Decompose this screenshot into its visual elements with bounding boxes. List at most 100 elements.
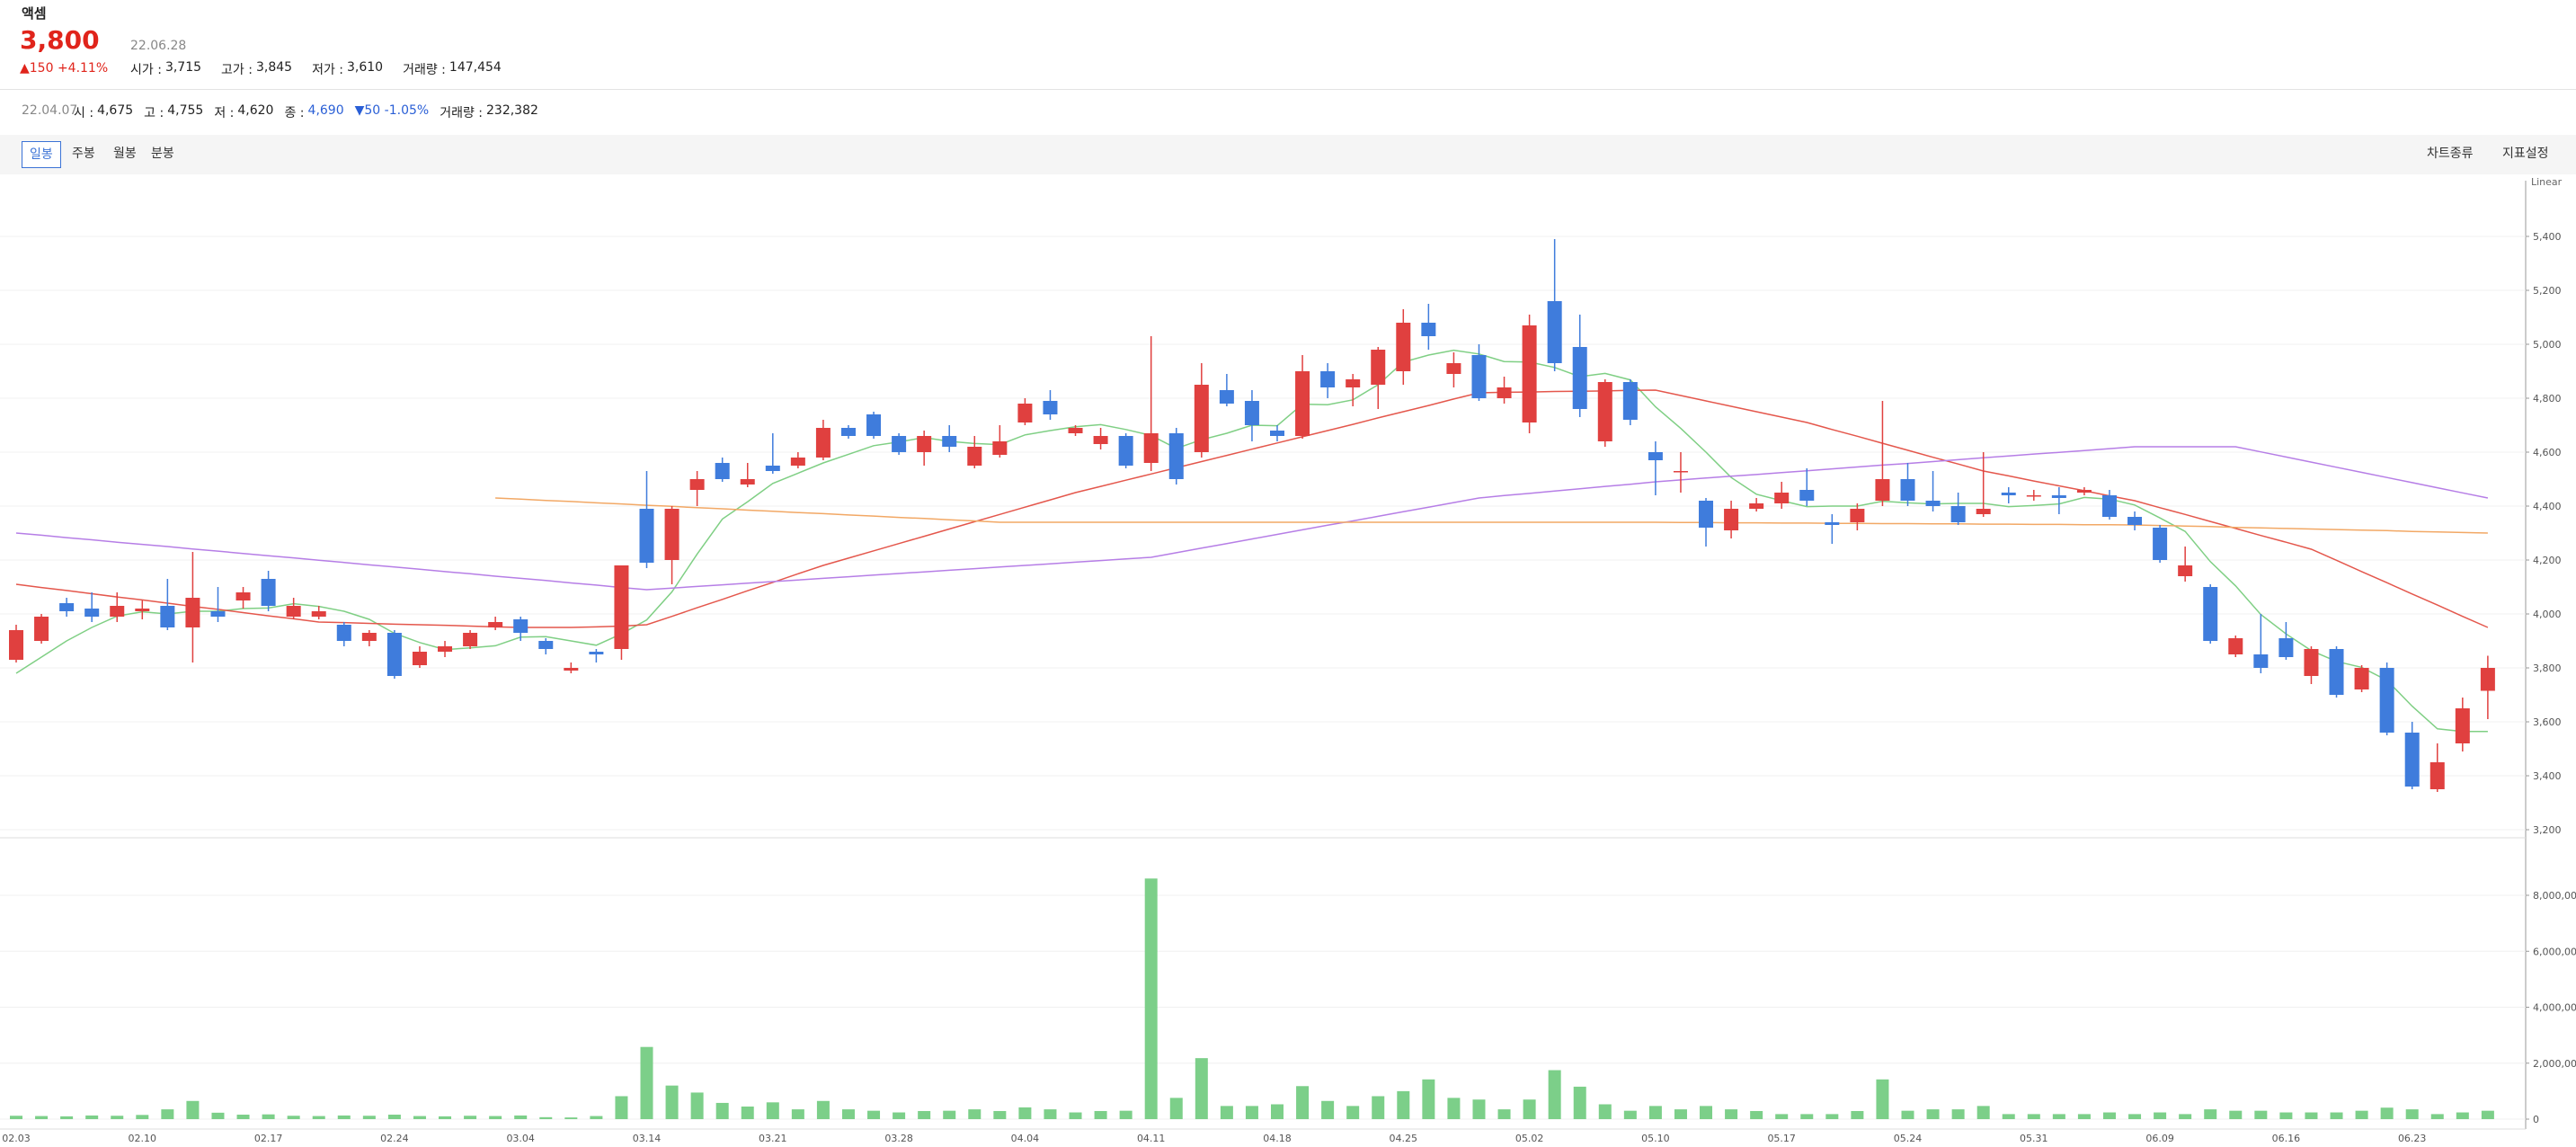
cursor-label: 시 :: [74, 106, 94, 120]
y-tick-label: 2,000,000: [2533, 1058, 2576, 1070]
quote-label: 저가 :: [312, 63, 343, 77]
volume-bar: [186, 1100, 200, 1119]
volume-bar: [2204, 1109, 2217, 1119]
volume-bar: [741, 1106, 754, 1119]
volume-bar: [2154, 1112, 2167, 1119]
period-tab[interactable]: 일봉: [22, 141, 61, 168]
candle-body: [740, 479, 755, 485]
candle-body: [992, 441, 1008, 455]
volume-bar: [2330, 1112, 2343, 1119]
volume-bar: [337, 1115, 351, 1119]
candle-body: [1471, 355, 1487, 398]
quote-item: 고가 :3,845: [221, 60, 292, 78]
volume-bar: [993, 1110, 1007, 1119]
candle-body: [538, 641, 554, 649]
cursor-value: 4,755: [167, 103, 204, 118]
volume-bar: [287, 1116, 300, 1119]
candle-body: [2001, 493, 2016, 495]
candle-body: [664, 509, 680, 560]
volume-bar: [2355, 1110, 2368, 1119]
cursor-date: 22.04.07: [22, 103, 78, 118]
x-tick-label: 06.16: [2272, 1133, 2301, 1144]
cursor-item: 저 :4,620: [214, 103, 273, 121]
candle-body: [564, 668, 579, 671]
volume-bar: [2254, 1110, 2268, 1119]
candle-body: [1976, 509, 1991, 514]
cursor-value: 4,690: [307, 103, 344, 118]
candle-body: [1875, 479, 1890, 501]
volume-bar: [1573, 1086, 1586, 1119]
candle-body: [815, 428, 831, 458]
volume-bar: [1372, 1096, 1385, 1119]
divider: [0, 89, 2576, 90]
price: 3,800: [20, 25, 100, 55]
period-tab[interactable]: 주봉: [72, 147, 95, 161]
volume-bar: [690, 1092, 704, 1119]
volume-bar: [1422, 1079, 1435, 1119]
volume-bar: [1700, 1106, 1713, 1119]
cursor-value: 4,620: [237, 103, 274, 118]
candle-body: [463, 633, 478, 646]
candle-body: [1270, 431, 1284, 436]
cursor-label: 저 :: [214, 106, 235, 120]
candle-body: [1295, 371, 1310, 436]
candle-body: [286, 606, 301, 617]
candle-body: [438, 646, 453, 652]
volume-bar: [2456, 1112, 2469, 1119]
candle-body: [1950, 506, 1966, 522]
x-tick-label: 04.04: [1011, 1133, 1040, 1144]
volume-bar: [211, 1112, 225, 1119]
setting-tab[interactable]: 차트종류: [2427, 147, 2474, 161]
y-tick-label: 4,000,000: [2533, 1002, 2576, 1014]
volume-bar: [1951, 1109, 1965, 1119]
x-tick-label: 03.21: [759, 1133, 787, 1144]
volume-bar: [841, 1109, 855, 1119]
y-tick-label: 4,200: [2533, 555, 2562, 566]
cursor-item: 거래량 :232,382: [440, 103, 538, 121]
y-tick-label: 4,800: [2533, 393, 2562, 405]
period-tab[interactable]: 월봉: [113, 147, 137, 161]
volume-bar: [564, 1117, 578, 1119]
candle-body: [210, 611, 226, 617]
period-tab[interactable]: 분봉: [151, 147, 174, 161]
cursor-item: 고 :4,755: [144, 103, 203, 121]
quote-item: 거래량 :147,454: [403, 60, 502, 78]
candle-body: [336, 625, 351, 641]
volume-bar: [893, 1112, 906, 1119]
candle-body: [1799, 490, 1815, 501]
candle-body: [689, 479, 705, 490]
volume-bar: [1901, 1110, 1914, 1119]
quote-row: 시가 :3,715 고가 :3,845 저가 : 3,610 거래량 :147,454: [130, 60, 502, 78]
candle-body: [1699, 501, 1714, 528]
volume-bar: [1044, 1109, 1057, 1119]
candle-body: [1774, 493, 1790, 503]
candle-body: [2026, 495, 2041, 497]
x-tick-label: 05.24: [1894, 1133, 1923, 1144]
volume-bar: [2052, 1114, 2065, 1119]
volume-bar: [1623, 1110, 1637, 1119]
volume-bar: [2430, 1114, 2444, 1119]
candle-body: [942, 436, 957, 447]
setting-tab[interactable]: 지표설정: [2502, 147, 2549, 161]
volume-bar: [1976, 1106, 1990, 1119]
candle-body: [1925, 501, 1941, 506]
candle-body: [135, 609, 150, 611]
cursor-item: ▼50 -1.05%: [355, 103, 430, 121]
x-tick-label: 02.17: [254, 1133, 283, 1144]
candle-body: [917, 436, 932, 452]
volume-bar: [1648, 1106, 1662, 1119]
candle-body: [1648, 452, 1663, 460]
volume-bar: [1725, 1109, 1738, 1119]
quote-item: 저가 : 3,610: [312, 60, 383, 78]
volume-bar: [362, 1116, 376, 1119]
candle-body: [614, 565, 629, 649]
candle-body: [1421, 323, 1436, 336]
volume-bar: [2305, 1112, 2318, 1119]
volume-bar: [10, 1116, 22, 1119]
candle-body: [1497, 387, 1512, 398]
y-tick-label: 4,400: [2533, 501, 2562, 512]
candle-body: [2101, 495, 2117, 517]
x-tick-label: 03.28: [884, 1133, 913, 1144]
candle-body: [2051, 495, 2066, 498]
